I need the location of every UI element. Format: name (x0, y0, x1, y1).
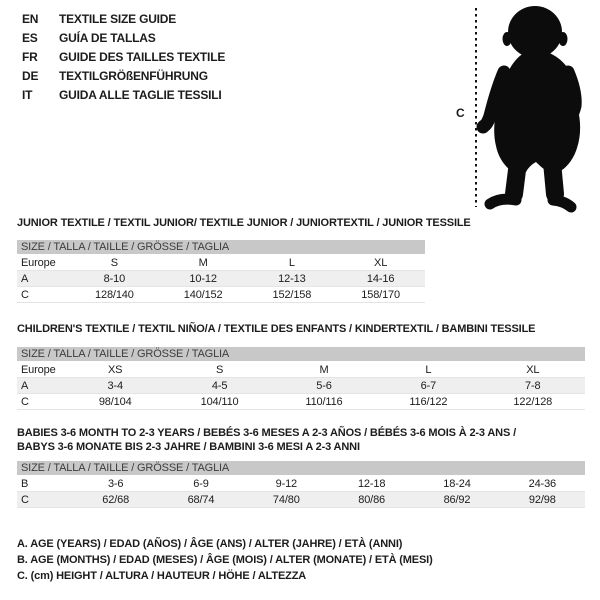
table-row: Europe XS S M L XL (17, 362, 585, 378)
row-label: A (21, 272, 29, 285)
cell-value: 8-10 (103, 272, 126, 285)
list-item: IT GUIDA ALLE TAGLIE TESSILI (22, 86, 225, 105)
guide-title: GUIDE DES TAILLES TEXTILE (59, 50, 226, 64)
guide-title: TEXTILE SIZE GUIDE (59, 12, 177, 26)
cell-value: M (319, 363, 329, 376)
table-row: A 3-4 4-5 5-6 6-7 7-8 (17, 377, 585, 394)
language-code: EN (22, 12, 39, 26)
cell-value: 3-6 (107, 477, 124, 490)
row-label: A (21, 379, 29, 392)
height-measure-label: C (456, 106, 465, 120)
cell-value: 6-7 (420, 379, 437, 392)
row-label: Europe (21, 363, 56, 376)
row-label: C (21, 395, 29, 408)
table-title: JUNIOR TEXTILE / TEXTIL JUNIOR/ TEXTILE … (17, 217, 471, 229)
legend-line-b: B. AGE (MONTHS) / EDAD (MESES) / ÂGE (MO… (17, 554, 433, 566)
cell-value: 98/104 (98, 395, 132, 408)
table-row: C 98/104 104/110 110/116 116/122 122/128 (17, 394, 585, 410)
cell-value: 74/80 (272, 493, 300, 506)
cell-value: 122/128 (513, 395, 553, 408)
cell-value: 92/98 (528, 493, 556, 506)
language-code: ES (22, 31, 38, 45)
size-table: Europe XS S M L XL A 3-4 4-5 5-6 6-7 7-8… (17, 362, 585, 410)
cell-value: 104/110 (200, 395, 239, 408)
size-table: Europe S M L XL A 8-10 10-12 12-13 14-16… (17, 255, 425, 303)
cell-value: 24-36 (528, 477, 557, 490)
childrens-textile-table: CHILDREN'S TEXTILE / TEXTIL NIÑO/A / TEX… (17, 322, 585, 410)
cell-value: L (425, 363, 432, 376)
table-row: Europe S M L XL (17, 255, 425, 271)
cell-value: 7-8 (525, 379, 541, 392)
cell-value: XL (526, 363, 540, 376)
cell-value: L (288, 256, 295, 269)
cell-value: 110/116 (305, 395, 343, 408)
babies-textile-table: BABIES 3-6 MONTH TO 2-3 YEARS / BEBÉS 3-… (17, 426, 585, 508)
cell-value: 140/152 (183, 288, 223, 301)
cell-value: 80/86 (358, 493, 386, 506)
cell-value: 14-16 (366, 272, 395, 285)
table-row: C 128/140 140/152 152/158 158/170 (17, 287, 425, 303)
cell-value: 9-12 (275, 477, 298, 490)
cell-value: 12-18 (357, 477, 386, 490)
baby-silhouette-icon (476, 6, 582, 213)
cell-value: S (215, 363, 224, 376)
legend-line-a: A. AGE (YEARS) / EDAD (AÑOS) / ÂGE (ANS)… (17, 538, 403, 550)
table-title: BABYS 3-6 MONATE BIS 2-3 JAHRE / BAMBINI… (17, 441, 360, 453)
cell-value: XS (108, 363, 123, 376)
measurement-legend: A. AGE (YEARS) / EDAD (AÑOS) / ÂGE (ANS)… (17, 536, 433, 584)
language-code: FR (22, 50, 38, 64)
cell-value: 152/158 (272, 288, 312, 301)
table-title: CHILDREN'S TEXTILE / TEXTIL NIÑO/A / TEX… (17, 323, 536, 335)
language-title-list: EN TEXTILE SIZE GUIDE ES GUÍA DE TALLAS … (22, 10, 225, 105)
cell-value: M (198, 256, 208, 269)
table-row: B 3-6 6-9 9-12 12-18 18-24 24-36 (17, 476, 585, 492)
row-label: C (21, 288, 29, 301)
size-table: B 3-6 6-9 9-12 12-18 18-24 24-36 C 62/68… (17, 476, 585, 508)
list-item: ES GUÍA DE TALLAS (22, 29, 225, 48)
size-header-bar: SIZE / TALLA / TAILLE / GRÖSSE / TAGLIA (17, 347, 585, 361)
cell-value: 158/170 (361, 288, 400, 301)
cell-value: 10-12 (189, 272, 217, 285)
cell-value: 12-13 (278, 272, 306, 285)
guide-title: TEXTILGRÖßENFÜHRUNG (59, 69, 208, 83)
baby-silhouette-figure (475, 6, 582, 213)
size-header-bar: SIZE / TALLA / TAILLE / GRÖSSE / TAGLIA (17, 240, 425, 254)
row-label: C (21, 493, 29, 506)
cell-value: S (110, 256, 118, 269)
cell-value: 5-6 (316, 379, 332, 392)
table-row: A 8-10 10-12 12-13 14-16 (17, 270, 425, 287)
row-label: B (21, 477, 29, 490)
cell-value: 116/122 (409, 395, 448, 408)
junior-textile-table: JUNIOR TEXTILE / TEXTIL JUNIOR/ TEXTILE … (17, 216, 471, 303)
list-item: EN TEXTILE SIZE GUIDE (22, 10, 225, 29)
row-label: Europe (21, 256, 56, 269)
list-item: FR GUIDE DES TAILLES TEXTILE (22, 48, 225, 67)
cell-value: 3-4 (107, 379, 123, 392)
size-header-bar: SIZE / TALLA / TAILLE / GRÖSSE / TAGLIA (17, 461, 585, 475)
table-row: C 62/68 68/74 74/80 80/86 86/92 92/98 (17, 491, 585, 508)
cell-value: 62/68 (102, 493, 130, 506)
cell-value: 86/92 (443, 493, 471, 506)
guide-title: GUIDA ALLE TAGLIE TESSILI (59, 88, 222, 102)
cell-value: 18-24 (443, 477, 471, 490)
cell-value: XL (374, 256, 388, 269)
cell-value: 4-5 (211, 379, 228, 392)
cell-value: 128/140 (95, 288, 134, 301)
table-title: BABIES 3-6 MONTH TO 2-3 YEARS / BEBÉS 3-… (17, 427, 516, 439)
guide-title: GUÍA DE TALLAS (59, 31, 156, 45)
cell-value: 6-9 (193, 477, 209, 490)
language-code: IT (22, 88, 33, 102)
language-code: DE (22, 69, 39, 83)
cell-value: 68/74 (187, 493, 215, 506)
legend-line-c: C. (cm) HEIGHT / ALTURA / HAUTEUR / HÖHE… (17, 570, 307, 582)
list-item: DE TEXTILGRÖßENFÜHRUNG (22, 67, 225, 86)
